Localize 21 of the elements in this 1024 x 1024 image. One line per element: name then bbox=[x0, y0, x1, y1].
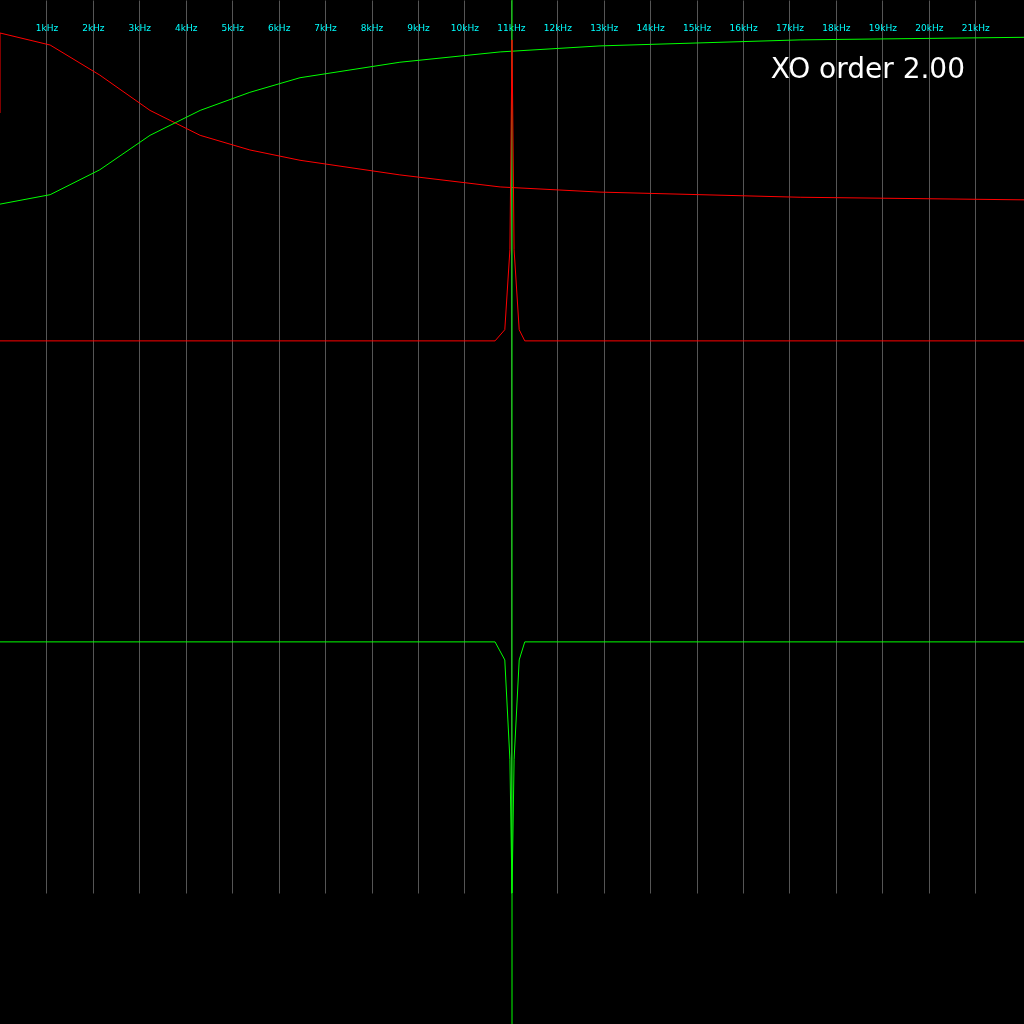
x-tick-label: 17kHz bbox=[775, 22, 805, 33]
x-tick-label: 16kHz bbox=[729, 22, 758, 33]
x-tick-label: 15kHz bbox=[683, 22, 712, 33]
x-tick-label: 19kHz bbox=[868, 22, 898, 33]
x-tick-label: 7kHz bbox=[314, 22, 338, 33]
x-tick-label: 20kHz bbox=[915, 22, 944, 33]
x-tick-label: 12kHz bbox=[543, 22, 573, 33]
x-tick-label: 9kHz bbox=[407, 22, 430, 33]
x-tick-label: 18kHz bbox=[822, 22, 851, 33]
x-tick-label: 8kHz bbox=[360, 22, 384, 33]
x-tick-label: 1kHz bbox=[35, 22, 59, 33]
x-tick-label: 13kHz bbox=[590, 22, 619, 33]
x-tick-label: 10kHz bbox=[450, 22, 480, 33]
annotation: XO order 2.00 bbox=[770, 52, 965, 85]
x-tick-label: 2kHz bbox=[82, 22, 105, 33]
x-tick-label: 5kHz bbox=[221, 22, 245, 33]
x-tick-label: 3kHz bbox=[128, 22, 152, 33]
x-tick-label: 14kHz bbox=[636, 22, 666, 33]
x-tick-label: 4kHz bbox=[175, 22, 198, 33]
x-tick-label: 21kHz bbox=[961, 22, 991, 33]
x-tick-label: 6kHz bbox=[267, 22, 291, 33]
